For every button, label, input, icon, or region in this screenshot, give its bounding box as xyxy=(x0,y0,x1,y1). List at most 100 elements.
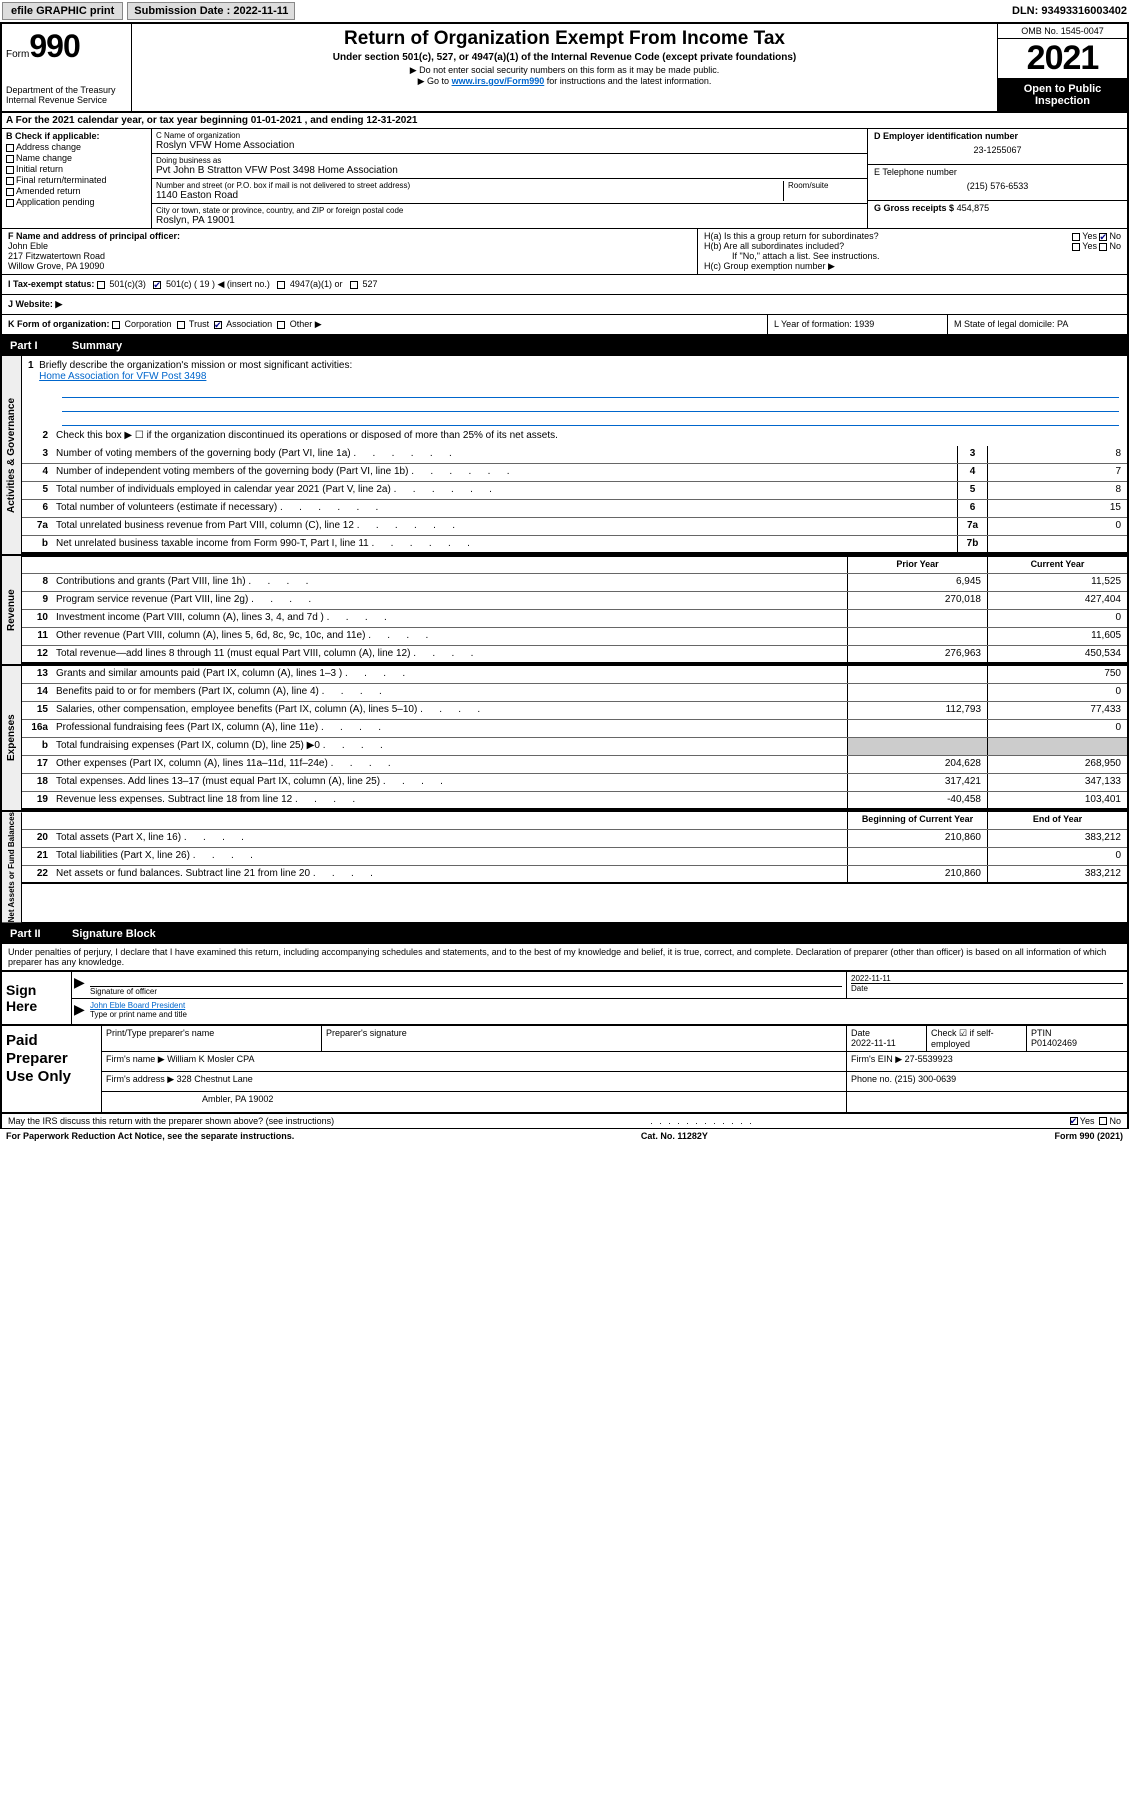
firm-phone-label: Phone no. xyxy=(851,1074,892,1084)
current-value: 383,212 xyxy=(987,830,1127,847)
prior-value xyxy=(847,848,987,865)
summary-row: 4Number of independent voting members of… xyxy=(22,464,1127,482)
discuss-yes-label: Yes xyxy=(1080,1116,1095,1126)
state-domicile: M State of legal domicile: PA xyxy=(947,315,1127,334)
year-formation: L Year of formation: 1939 xyxy=(767,315,947,334)
discuss-label: May the IRS discuss this return with the… xyxy=(8,1116,334,1126)
firm-ein-label: Firm's EIN ▶ xyxy=(851,1054,902,1064)
sign-here-label: Sign Here xyxy=(2,972,72,1024)
ein-value: 23-1255067 xyxy=(874,145,1121,155)
form-page-label: Form 990 (2021) xyxy=(1054,1131,1123,1141)
street-address: 1140 Easton Road xyxy=(156,190,783,201)
corp-checkbox[interactable] xyxy=(112,321,120,329)
assoc-label: Association xyxy=(226,319,272,329)
row-j: J Website: ▶ xyxy=(0,295,1129,315)
4947-checkbox[interactable] xyxy=(277,281,285,289)
begin-end-header: Beginning of Current Year End of Year xyxy=(22,812,1127,830)
ptin-label: PTIN xyxy=(1031,1028,1052,1038)
summary-row: 11Other revenue (Part VIII, column (A), … xyxy=(22,628,1127,646)
efile-print-button[interactable]: efile GRAPHIC print xyxy=(2,2,123,20)
mission-text[interactable]: Home Association for VFW Post 3498 xyxy=(39,371,206,382)
address-change-label: Address change xyxy=(16,142,81,152)
hb-no-checkbox[interactable] xyxy=(1099,243,1107,251)
line-num: 7a xyxy=(22,518,52,535)
ha-no-checkbox[interactable] xyxy=(1099,233,1107,241)
dots: . . . . . . . . . . . . xyxy=(334,1116,1070,1126)
prior-current-header: Prior Year Current Year xyxy=(22,556,1127,574)
summary-row: 19Revenue less expenses. Subtract line 1… xyxy=(22,792,1127,810)
501c3-checkbox[interactable] xyxy=(97,281,105,289)
sub3-post: for instructions and the latest informat… xyxy=(544,76,711,86)
checkbox-final-return[interactable]: Final return/terminated xyxy=(6,175,147,185)
line-value xyxy=(987,536,1127,552)
line-desc: Total revenue—add lines 8 through 11 (mu… xyxy=(52,646,847,662)
line-num: 11 xyxy=(22,628,52,645)
header-center: Return of Organization Exempt From Incom… xyxy=(132,24,997,111)
summary-row: 9Program service revenue (Part VIII, lin… xyxy=(22,592,1127,610)
type-name-label: Type or print name and title xyxy=(90,1010,1123,1019)
checkbox-application-pending[interactable]: Application pending xyxy=(6,197,147,207)
assoc-checkbox[interactable] xyxy=(214,321,222,329)
summary-row: 6Total number of volunteers (estimate if… xyxy=(22,500,1127,518)
form990-link[interactable]: www.irs.gov/Form990 xyxy=(452,76,545,86)
sig-date-value: 2022-11-11 xyxy=(851,974,1123,983)
501c-checkbox[interactable] xyxy=(153,281,161,289)
line-num: 10 xyxy=(22,610,52,627)
line-desc: Number of voting members of the governin… xyxy=(52,446,957,463)
line-num: 12 xyxy=(22,646,52,662)
officer-name-title: John Eble Board President xyxy=(90,1001,1123,1010)
current-value: 750 xyxy=(987,666,1127,683)
omb-number: OMB No. 1545-0047 xyxy=(998,24,1127,39)
line-value: 8 xyxy=(987,482,1127,499)
line-num: 6 xyxy=(22,500,52,517)
prep-name-label: Print/Type preparer's name xyxy=(102,1026,322,1051)
line-num: b xyxy=(22,738,52,755)
department-label: Department of the Treasury xyxy=(6,85,127,95)
checkbox-address-change[interactable]: Address change xyxy=(6,142,147,152)
hb-yes-checkbox[interactable] xyxy=(1072,243,1080,251)
trust-checkbox[interactable] xyxy=(177,321,185,329)
tab-revenue: Revenue xyxy=(2,556,22,664)
dln-label: DLN: xyxy=(1012,5,1038,17)
line-desc: Investment income (Part VIII, column (A)… xyxy=(52,610,847,627)
501c-label: 501(c) ( 19 ) ◀ (insert no.) xyxy=(166,279,270,289)
prior-value: 276,963 xyxy=(847,646,987,662)
name-change-label: Name change xyxy=(16,153,72,163)
checkbox-initial-return[interactable]: Initial return xyxy=(6,164,147,174)
summary-row: 13Grants and similar amounts paid (Part … xyxy=(22,666,1127,684)
checkbox-amended-return[interactable]: Amended return xyxy=(6,186,147,196)
line-desc: Total fundraising expenses (Part IX, col… xyxy=(52,738,847,755)
officer-addr2: Willow Grove, PA 19090 xyxy=(8,261,691,271)
line-value: 15 xyxy=(987,500,1127,517)
signature-declaration: Under penalties of perjury, I declare th… xyxy=(0,944,1129,972)
discuss-yes-checkbox[interactable] xyxy=(1070,1117,1078,1125)
line-desc: Grants and similar amounts paid (Part IX… xyxy=(52,666,847,683)
signature-officer-label: Signature of officer xyxy=(90,987,842,996)
dln-value: 93493316003402 xyxy=(1041,5,1127,17)
discuss-no-checkbox[interactable] xyxy=(1099,1117,1107,1125)
prior-value: 112,793 xyxy=(847,702,987,719)
part-1-title: Summary xyxy=(72,340,122,352)
other-checkbox[interactable] xyxy=(277,321,285,329)
officer-addr1: 217 Fitzwatertown Road xyxy=(8,251,691,261)
summary-row: 3Number of voting members of the governi… xyxy=(22,446,1127,464)
form-word: Form xyxy=(6,49,29,60)
ha-yes-checkbox[interactable] xyxy=(1072,233,1080,241)
form-header: Form 990 Department of the Treasury Inte… xyxy=(0,23,1129,113)
ha-label: H(a) Is this a group return for subordin… xyxy=(704,231,879,241)
line-box: 7b xyxy=(957,536,987,552)
beginning-year-label: Beginning of Current Year xyxy=(847,812,987,829)
line-num: 17 xyxy=(22,756,52,773)
current-value: 268,950 xyxy=(987,756,1127,773)
line-num: 20 xyxy=(22,830,52,847)
summary-row: 14Benefits paid to or for members (Part … xyxy=(22,684,1127,702)
527-checkbox[interactable] xyxy=(350,281,358,289)
officer-name: John Eble xyxy=(8,241,691,251)
current-value: 0 xyxy=(987,848,1127,865)
summary-row: 22Net assets or fund balances. Subtract … xyxy=(22,866,1127,884)
checkbox-name-change[interactable]: Name change xyxy=(6,153,147,163)
line-desc: Total liabilities (Part X, line 26) . . … xyxy=(52,848,847,865)
city-state-zip: Roslyn, PA 19001 xyxy=(156,215,863,226)
summary-activities: Activities & Governance 1 Briefly descri… xyxy=(0,356,1129,556)
prep-date-label: Date xyxy=(851,1028,870,1038)
